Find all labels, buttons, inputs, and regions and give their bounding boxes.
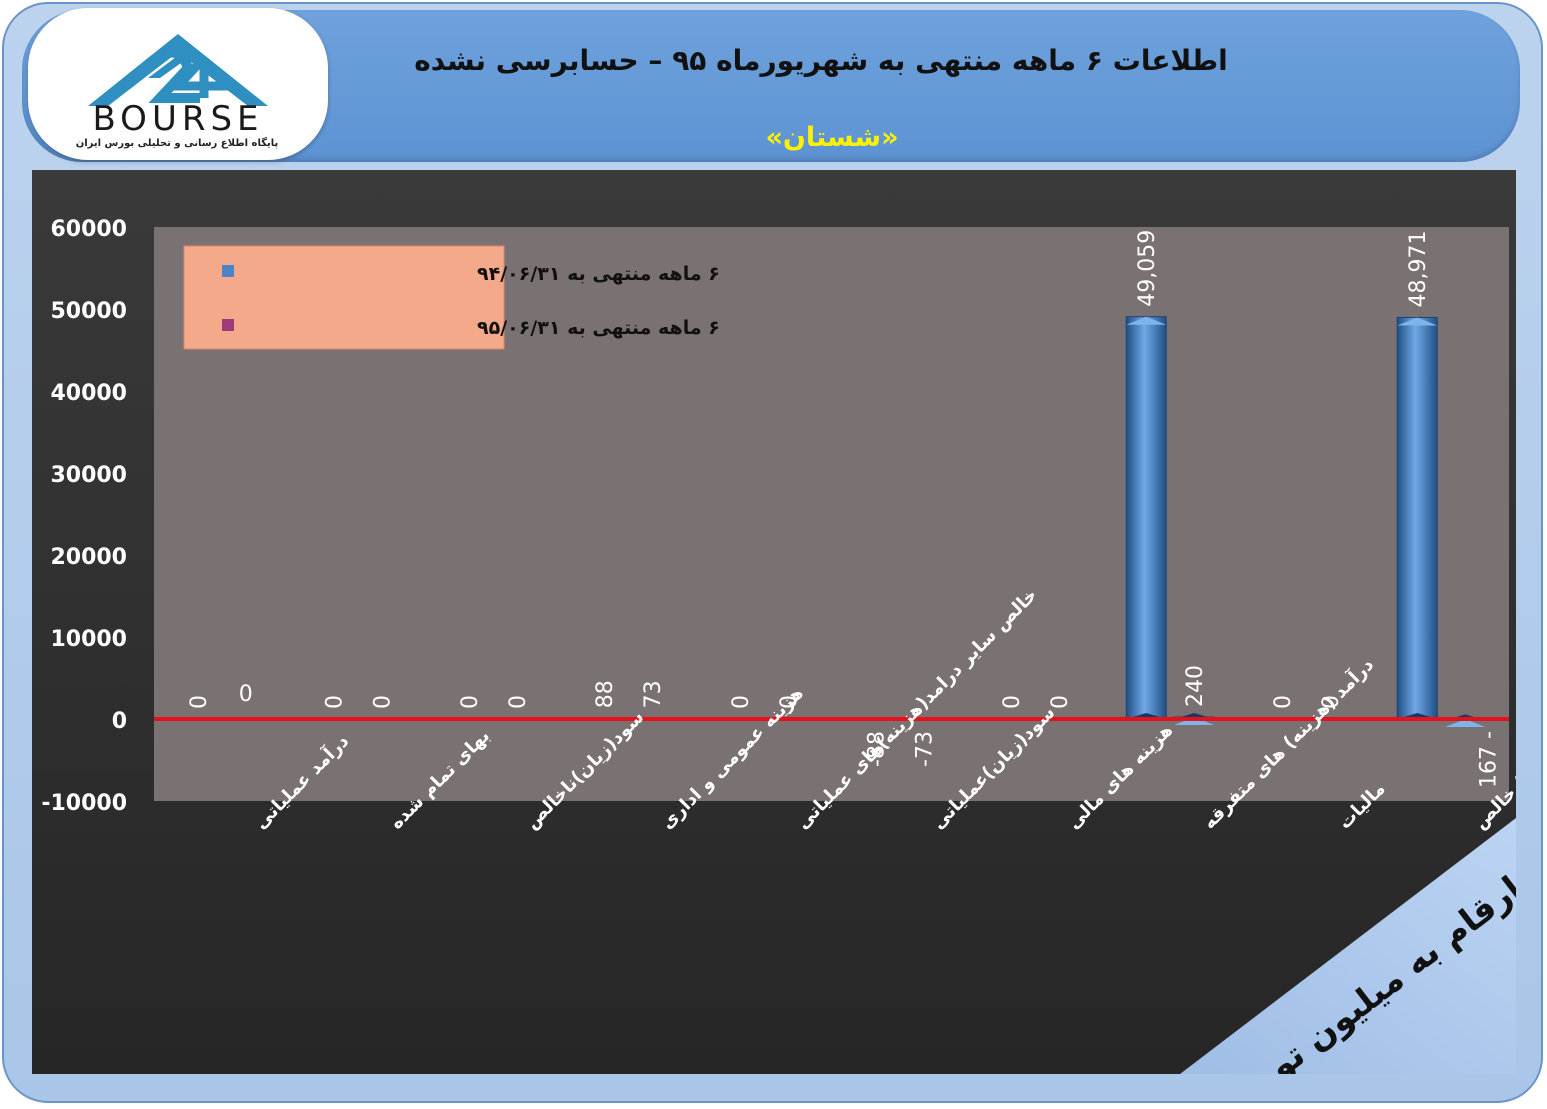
data-label: 167 - (1476, 731, 1501, 788)
page-title: اطلاعات ۶ ماهه منتهی به شهریورماه ۹۵ – ح… (414, 44, 1228, 77)
logo: BOURSE پایگاه اطلاع رسانی و تحلیلی بورس … (28, 8, 328, 160)
legend-label-2: ۶ ماهه منتهی به ۹۵/۰۶/۳۱ (477, 317, 720, 339)
y-tick-label: 40000 (50, 381, 127, 406)
data-label: 73 (641, 680, 666, 708)
y-tick-label: 60000 (50, 217, 127, 242)
company-name: «شستان» (765, 122, 899, 153)
data-label: 49,059 (1135, 230, 1160, 307)
data-label: 88 (593, 680, 618, 708)
logo-wordmark: BOURSE (92, 99, 264, 139)
data-label: 0 (777, 695, 802, 709)
unit-note: ارقام به میلیون تومان (1180, 818, 1529, 1109)
data-label: -73 (912, 731, 937, 767)
data-label: 0 (1048, 695, 1073, 709)
bar (1125, 316, 1167, 720)
legend: ۶ ماهه منتهی به ۹۴/۰۶/۳۱ ۶ ماهه منتهی به… (183, 245, 720, 350)
y-tick-label: 10000 (50, 627, 127, 652)
data-label: 0 (187, 695, 212, 709)
data-label: 240 (1183, 665, 1208, 707)
y-tick-label: 0 (112, 709, 127, 734)
data-label: 0 (1319, 695, 1344, 709)
data-label: -88 (864, 731, 889, 767)
legend-swatch-2 (222, 319, 234, 331)
data-label: 0 (370, 695, 395, 709)
data-label: 0 (1000, 695, 1025, 709)
bourse24-logo-icon (88, 34, 268, 106)
y-tick-label: 30000 (50, 463, 127, 488)
data-label: 0 (322, 695, 347, 709)
bar-chart: 60000 50000 40000 30000 20000 10000 0 -10000 0 0… (41, 217, 1547, 1109)
data-label: 0 (1271, 695, 1296, 709)
legend-swatch-1 (222, 265, 234, 277)
data-label: 0 (458, 695, 483, 709)
data-label: 0 (239, 682, 253, 707)
bar (1396, 316, 1438, 720)
logo-tagline: پایگاه اطلاع رسانی و تحلیلی بورس ایران (75, 138, 279, 149)
y-tick-label: 20000 (50, 545, 127, 570)
data-label: 0 (506, 695, 531, 709)
legend-label-1: ۶ ماهه منتهی به ۹۴/۰۶/۳۱ (477, 263, 720, 285)
data-label: 48,971 (1406, 230, 1431, 307)
data-label: 0 (729, 695, 754, 709)
y-tick-label: 50000 (50, 299, 127, 324)
y-tick-label: -10000 (41, 791, 127, 816)
chart-panel: 60000 50000 40000 30000 20000 10000 0 -10000 0 0… (32, 170, 1547, 1109)
